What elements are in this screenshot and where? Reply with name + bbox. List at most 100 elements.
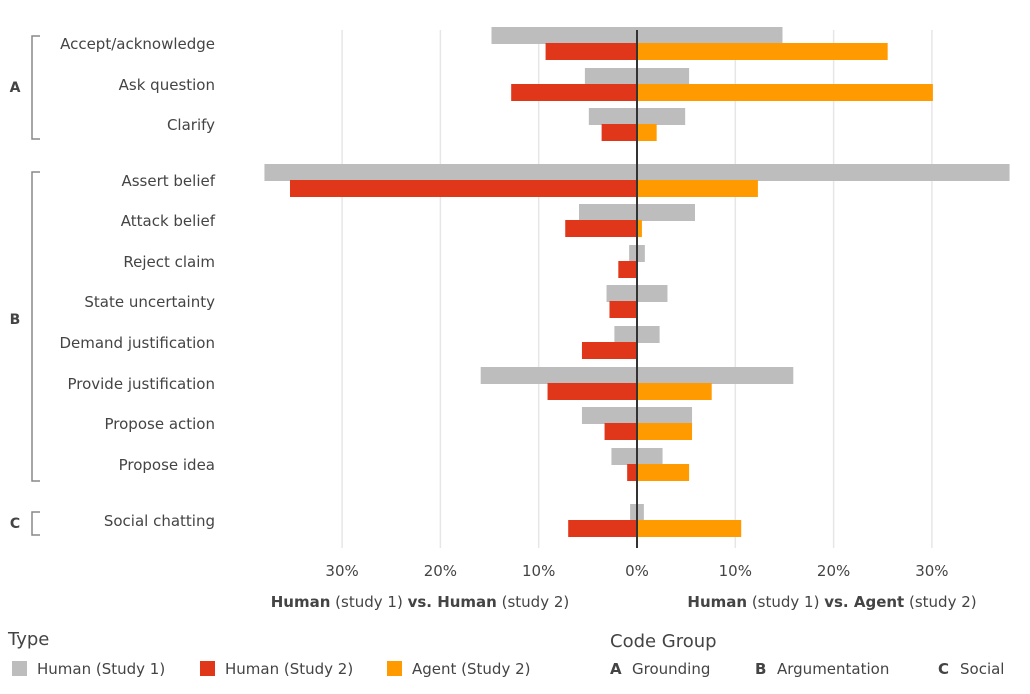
x-tick-label: 10% [522, 562, 555, 580]
bar-agent-study2-propose-idea [637, 464, 690, 481]
gridlines [341, 30, 933, 548]
bar-agent-study2-propose-action [637, 423, 693, 440]
bar-human-study2-clarify [601, 124, 637, 141]
legend-code-items: A Grounding B Argumentation C Social [610, 660, 1004, 678]
bar-human-study1-left-propose-action [581, 407, 637, 424]
category-label-assert-belief: Assert belief [121, 172, 215, 190]
legend-type: Type Human (Study 1) Human (Study 2) Agent… [7, 629, 531, 678]
right-axis-title-mid2: (study 2) [904, 593, 976, 611]
bar-human-study1-left-provide-justification [480, 367, 637, 384]
group-letter-a: A [10, 80, 21, 96]
left-axis-title-mid1: (study 1) [330, 593, 407, 611]
bars [264, 27, 1010, 537]
group-letter-b: B [10, 312, 21, 328]
bar-human-study1-right-provide-justification [637, 367, 794, 384]
group-bracket-b [31, 171, 40, 482]
bar-human-study1-right-demand-justification [637, 326, 660, 343]
bar-human-study2-attack-belief [565, 220, 637, 237]
x-tick-label: 20% [817, 562, 850, 580]
legend-code-label-argumentation: Argumentation [777, 660, 889, 678]
legend-label-agent-study-2: Agent (Study 2) [412, 660, 531, 678]
bar-human-study1-right-assert-belief [637, 164, 1010, 181]
bar-human-study2-reject-claim [618, 261, 637, 278]
category-label-clarify: Clarify [167, 116, 215, 134]
bar-human-study1-left-demand-justification [614, 326, 637, 343]
legend-code-label-social: Social [960, 660, 1004, 678]
category-label-ask-question: Ask question [119, 76, 215, 94]
left-axis-title-mid2: (study 2) [497, 593, 569, 611]
bar-human-study2-propose-action [604, 423, 637, 440]
legend-label-human-study-1: Human (Study 1) [37, 660, 165, 678]
category-labels: Accept/acknowledge Ask question Clarify Ass… [59, 35, 215, 530]
category-label-attack-belief: Attack belief [121, 212, 216, 230]
x-tick-label: 20% [424, 562, 457, 580]
bar-human-study1-right-propose-idea [637, 448, 663, 465]
legend-code-letter-c: C [938, 660, 949, 678]
bar-human-study1-right-social-chatting [637, 504, 644, 521]
bar-human-study1-right-clarify [637, 108, 686, 125]
bar-human-study1-left-reject-claim [629, 245, 637, 262]
bar-agent-study2-assert-belief [637, 180, 758, 197]
bar-human-study1-left-ask-question [584, 68, 637, 85]
category-label-accept-acknowledge: Accept/acknowledge [60, 35, 215, 53]
x-tick-labels: 30% 20% 10% 0% 10% 20% 30% [325, 562, 948, 580]
bar-human-study1-right-attack-belief [637, 204, 695, 221]
bar-human-study1-left-assert-belief [264, 164, 637, 181]
legend-code-letter-a: A [610, 660, 622, 678]
bar-human-study2-accept-acknowledge [545, 43, 637, 60]
left-axis-title-bold2: vs. Human [408, 593, 497, 611]
bar-human-study2-assert-belief [290, 180, 637, 197]
right-axis-title-bold2: vs. Agent [824, 593, 904, 611]
legend-label-human-study-2: Human (Study 2) [225, 660, 353, 678]
bar-human-study2-propose-idea [627, 464, 637, 481]
bar-human-study2-ask-question [511, 84, 637, 101]
x-tick-label: 0% [625, 562, 649, 580]
right-axis-title: Human (study 1) vs. Agent (study 2) [687, 593, 976, 611]
category-label-demand-justification: Demand justification [59, 334, 215, 352]
legend-swatch-human-study-1 [12, 661, 27, 676]
group-bracket-c [31, 511, 40, 536]
bar-human-study2-social-chatting [568, 520, 637, 537]
bar-human-study1-left-state-uncertainty [606, 285, 637, 302]
legend-swatch-human-study-2 [200, 661, 215, 676]
legend-type-items: Human (Study 1) Human (Study 2) Agent (Stu… [12, 660, 531, 678]
category-label-provide-justification: Provide justification [67, 375, 215, 393]
bar-human-study1-left-social-chatting [630, 504, 637, 521]
legend-code-group: Code Group A Grounding B Argumentation C Soci… [610, 631, 1004, 678]
bar-agent-study2-accept-acknowledge [637, 43, 888, 60]
bar-agent-study2-social-chatting [637, 520, 742, 537]
category-label-state-uncertainty: State uncertainty [84, 293, 215, 311]
x-tick-label: 30% [915, 562, 948, 580]
bar-agent-study2-ask-question [637, 84, 933, 101]
group-letter-c: C [10, 516, 20, 532]
bar-human-study1-right-state-uncertainty [637, 285, 668, 302]
bar-agent-study2-provide-justification [637, 383, 712, 400]
bar-human-study2-state-uncertainty [609, 301, 637, 318]
left-axis-title-bold1: Human [271, 593, 331, 611]
category-label-propose-action: Propose action [105, 415, 215, 433]
left-axis-title: Human (study 1) vs. Human (study 2) [271, 593, 570, 611]
bar-human-study1-right-accept-acknowledge [637, 27, 783, 44]
x-tick-label: 10% [719, 562, 752, 580]
bar-human-study1-left-propose-idea [611, 448, 637, 465]
x-tick-label: 30% [325, 562, 358, 580]
category-label-propose-idea: Propose idea [119, 456, 215, 474]
bar-human-study2-demand-justification [581, 342, 637, 359]
legend-code-label-grounding: Grounding [632, 660, 710, 678]
bar-human-study1-left-accept-acknowledge [491, 27, 637, 44]
category-label-reject-claim: Reject claim [123, 253, 215, 271]
bar-human-study2-provide-justification [547, 383, 637, 400]
category-label-social-chatting: Social chatting [104, 512, 215, 530]
group-brackets: A B C [10, 35, 40, 536]
bar-agent-study2-attack-belief [637, 220, 642, 237]
right-axis-title-mid1: (study 1) [747, 593, 824, 611]
bar-human-study1-left-clarify [588, 108, 637, 125]
right-axis-title-bold1: Human [687, 593, 747, 611]
legend-swatch-agent-study-2 [387, 661, 402, 676]
bar-human-study1-right-ask-question [637, 68, 690, 85]
bar-human-study1-right-reject-claim [637, 245, 645, 262]
legend-code-letter-b: B [755, 660, 766, 678]
legend-type-title: Type [7, 629, 49, 650]
bar-human-study1-left-attack-belief [579, 204, 637, 221]
